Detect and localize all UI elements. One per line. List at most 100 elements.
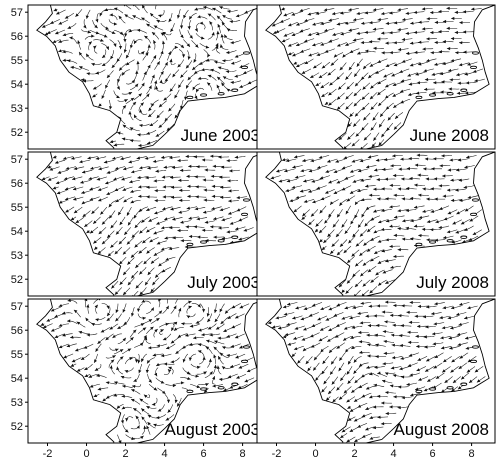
- arrowhead: [348, 66, 352, 71]
- arrowhead: [393, 395, 397, 399]
- arrowhead: [85, 15, 89, 19]
- island: [446, 92, 454, 96]
- arrowhead: [209, 371, 213, 375]
- arrowhead: [401, 396, 405, 400]
- arrowhead: [167, 369, 172, 373]
- arrowhead: [338, 86, 342, 90]
- arrowhead: [131, 170, 135, 174]
- arrowhead: [377, 81, 381, 85]
- arrowhead: [122, 337, 126, 342]
- arrowhead: [121, 177, 125, 181]
- arrowhead: [193, 59, 197, 63]
- panel-label: June 2003: [181, 126, 260, 145]
- arrowhead: [415, 72, 419, 76]
- arrowhead: [204, 220, 209, 224]
- arrowhead: [211, 32, 215, 36]
- arrowhead: [387, 117, 392, 121]
- arrowhead: [433, 322, 437, 326]
- arrowhead: [122, 251, 127, 255]
- arrowhead: [407, 340, 412, 344]
- arrowhead: [184, 245, 189, 249]
- arrowhead: [315, 377, 319, 381]
- arrowhead: [421, 7, 426, 11]
- arrowhead: [218, 155, 222, 159]
- arrowhead: [217, 66, 222, 70]
- arrowhead: [146, 93, 150, 98]
- arrowhead: [294, 155, 298, 159]
- arrowhead: [229, 169, 233, 173]
- arrowhead: [365, 314, 369, 318]
- arrowhead: [221, 22, 225, 26]
- arrowhead: [52, 186, 57, 190]
- arrowhead: [218, 356, 222, 360]
- streamline: [155, 5, 157, 10]
- arrowhead: [211, 194, 216, 198]
- arrowhead: [139, 291, 143, 295]
- arrowhead: [374, 365, 378, 369]
- arrowhead: [105, 84, 109, 89]
- streamlines: [28, 299, 266, 443]
- arrowhead: [152, 159, 157, 163]
- arrowhead: [194, 95, 198, 100]
- arrowhead: [219, 6, 223, 10]
- arrowhead: [86, 230, 90, 234]
- arrowhead: [302, 347, 307, 352]
- arrowhead: [67, 319, 71, 323]
- arrowhead: [150, 307, 154, 311]
- arrowhead: [151, 103, 155, 107]
- arrowhead: [239, 305, 244, 309]
- arrowhead: [93, 220, 97, 224]
- arrowhead: [89, 230, 94, 234]
- arrowhead: [199, 61, 203, 65]
- arrowhead: [75, 348, 79, 352]
- arrowhead: [355, 263, 359, 267]
- arrowhead: [457, 386, 462, 390]
- arrowhead: [86, 53, 90, 58]
- arrowhead: [132, 101, 137, 106]
- arrowhead: [431, 312, 435, 316]
- arrowhead: [208, 358, 212, 362]
- panel-1: June 2003: [27, 4, 267, 150]
- arrowhead: [229, 20, 234, 24]
- arrowhead: [200, 36, 205, 40]
- arrowhead: [401, 37, 406, 42]
- arrowhead: [47, 30, 51, 34]
- arrowhead: [73, 187, 77, 191]
- arrowhead: [123, 199, 127, 203]
- arrowhead: [156, 20, 160, 23]
- arrowhead: [348, 239, 352, 244]
- arrowhead: [325, 190, 329, 194]
- arrowhead: [361, 414, 366, 418]
- arrowhead: [389, 31, 393, 35]
- arrowhead: [139, 208, 143, 212]
- arrowhead: [164, 78, 169, 82]
- arrowhead: [291, 12, 296, 16]
- arrowhead: [106, 317, 111, 321]
- arrowhead: [220, 34, 224, 38]
- arrowhead: [369, 63, 374, 67]
- arrowhead: [121, 394, 125, 398]
- arrowhead: [136, 308, 141, 312]
- arrowhead: [319, 229, 323, 234]
- arrowhead: [293, 347, 298, 351]
- arrowhead: [395, 115, 399, 119]
- arrowhead: [422, 209, 426, 213]
- arrowhead: [101, 240, 106, 245]
- arrowhead: [207, 53, 211, 58]
- arrowhead: [343, 146, 347, 149]
- arrowhead: [114, 381, 118, 385]
- arrowhead: [474, 79, 478, 83]
- arrowhead: [401, 197, 405, 201]
- arrowhead: [406, 382, 410, 387]
- arrowhead: [151, 402, 156, 406]
- arrowhead: [450, 369, 454, 373]
- arrowhead: [64, 197, 69, 201]
- arrowhead: [310, 75, 314, 78]
- arrowhead: [132, 15, 136, 19]
- arrowhead: [100, 211, 104, 215]
- arrowhead: [330, 201, 334, 205]
- arrowhead: [110, 224, 114, 229]
- arrowhead: [80, 180, 84, 184]
- arrowhead: [188, 216, 192, 220]
